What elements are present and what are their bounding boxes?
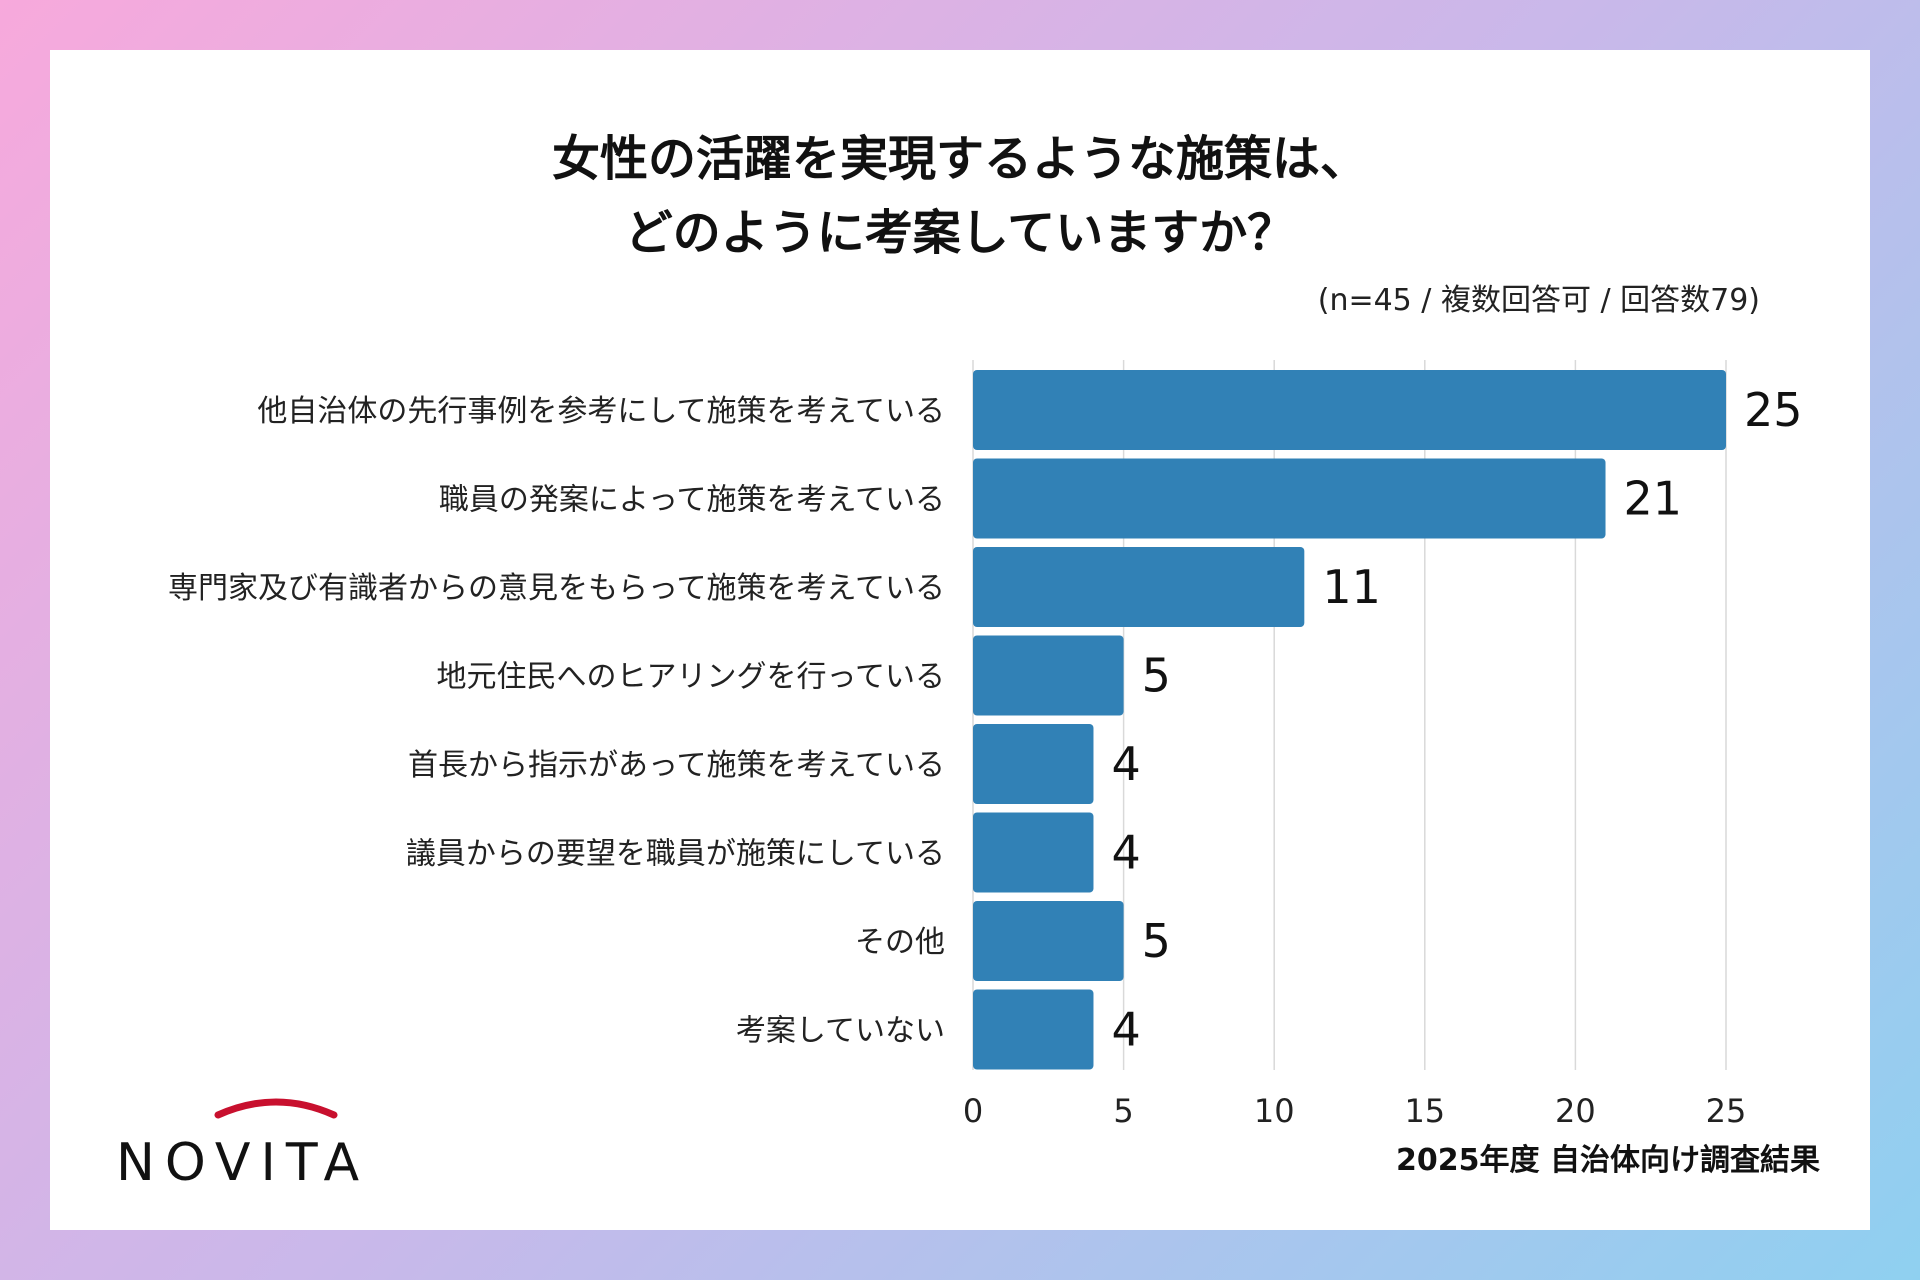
- logo-arc-icon: [214, 1098, 338, 1119]
- bar: [973, 724, 1094, 804]
- value-label: 4: [1111, 1003, 1140, 1057]
- survey-footer: 2025年度 自治体向け調査結果: [1396, 1143, 1820, 1178]
- value-label: 11: [1322, 560, 1381, 614]
- x-tick-label: 10: [1254, 1092, 1295, 1130]
- value-label: 5: [1142, 914, 1171, 968]
- bar: [973, 547, 1305, 627]
- bar: [973, 458, 1606, 539]
- x-tick-label: 0: [963, 1092, 983, 1130]
- value-label: 4: [1111, 826, 1140, 880]
- value-label: 21: [1624, 472, 1683, 526]
- category-label: 職員の発案によって施策を考えている: [439, 483, 945, 518]
- chart-title: 女性の活躍を実現するような施策は、 どのように考案していますか？: [50, 122, 1870, 270]
- category-label: 議員からの要望を職員が施策にしている: [406, 837, 945, 872]
- bar: [973, 635, 1124, 716]
- x-tick-label: 5: [1113, 1092, 1133, 1130]
- x-tick-label: 25: [1706, 1092, 1747, 1130]
- category-label: 専門家及び有識者からの意見をもらって施策を考えている: [168, 571, 945, 606]
- value-label: 25: [1744, 383, 1803, 437]
- chart-card: 女性の活躍を実現するような施策は、 どのように考案していますか？ (n=45 /…: [50, 50, 1870, 1230]
- bar: [973, 370, 1726, 450]
- category-label: 首長から指示があって施策を考えている: [408, 748, 945, 783]
- chart-subtitle: (n=45 / 複数回答可 / 回答数79): [1317, 283, 1760, 318]
- bar: [973, 812, 1094, 893]
- title-line-1: 女性の活躍を実現するような施策は、: [551, 131, 1368, 187]
- x-tick-label: 15: [1404, 1092, 1445, 1130]
- bar: [973, 901, 1124, 981]
- x-tick-label: 20: [1555, 1092, 1596, 1130]
- bar-chart: 0 5 10 15 20 25 他自治体の先行事例を参考にして施策を考えている 25 職員の発案…: [168, 360, 1803, 1130]
- novita-logo: NOVITA: [116, 1095, 376, 1195]
- title-line-2: どのように考案していますか？: [624, 205, 1296, 261]
- bar: [973, 989, 1094, 1070]
- brand-name: NOVITA: [116, 1133, 370, 1193]
- category-label: 他自治体の先行事例を参考にして施策を考えている: [257, 394, 945, 429]
- category-label: 考案していない: [736, 1014, 945, 1049]
- value-label: 4: [1111, 737, 1140, 791]
- category-label: その他: [855, 925, 945, 960]
- category-label: 地元住民へのヒアリングを行っている: [437, 660, 946, 695]
- value-label: 5: [1142, 649, 1171, 703]
